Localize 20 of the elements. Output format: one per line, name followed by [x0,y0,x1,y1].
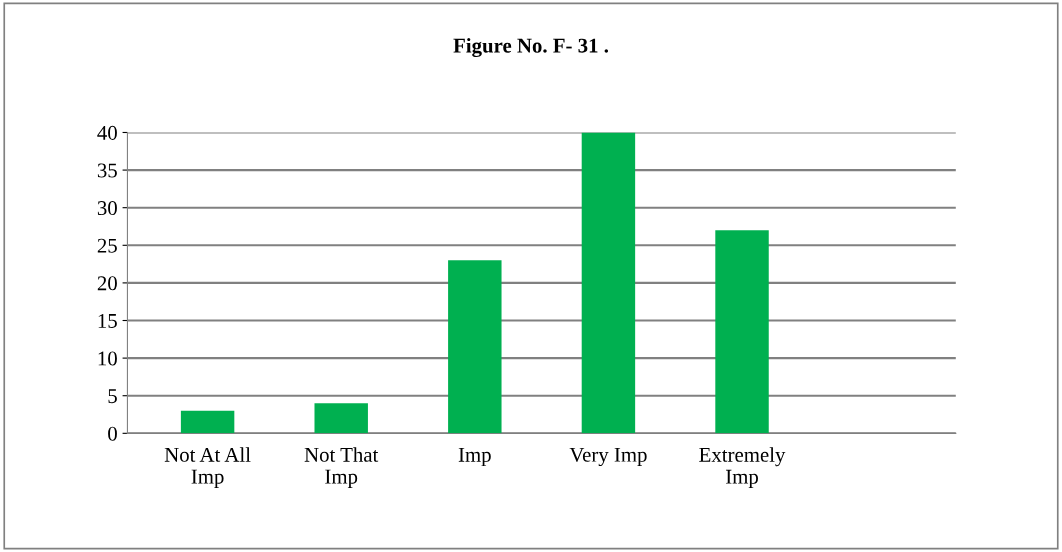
y-tick-label: 35 [97,163,117,178]
bar [715,230,769,434]
bar [314,403,368,434]
y-tick-label: 20 [97,276,117,291]
x-tick-label: Not That Imp [304,447,379,488]
x-tick-label: Imp [458,448,491,467]
x-tick-label: Extremely Imp [699,447,786,488]
bar [581,132,636,434]
bar [180,410,235,434]
x-tick-label: Very Imp [569,447,647,467]
y-tick-label: 15 [98,313,117,328]
x-tick-label: Not At All Imp [164,447,251,488]
y-tick-label: 5 [108,389,117,404]
y-tick-label: 25 [97,238,117,253]
y-tick-label: 30 [97,201,117,216]
chart-title: Figure No. F- 31 . [453,37,609,58]
bar [448,260,502,434]
y-tick-label: 40 [97,125,117,140]
y-tick-label: 0 [108,426,117,441]
y-tick-label: 10 [98,351,117,366]
